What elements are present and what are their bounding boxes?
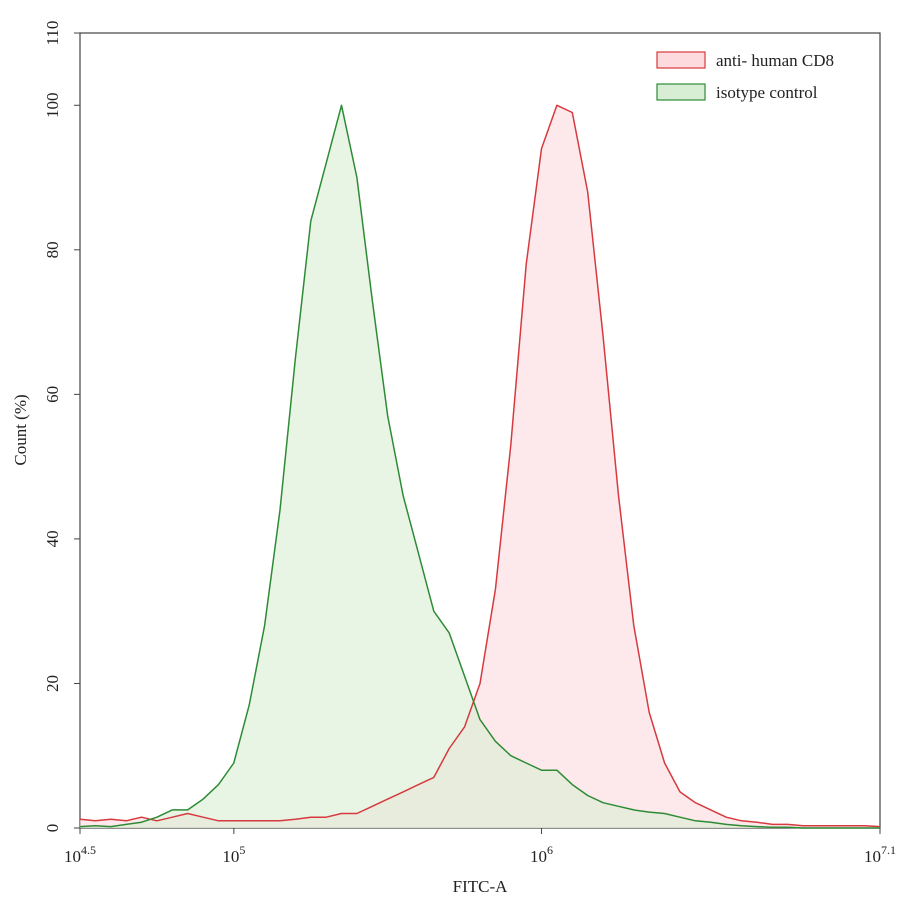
legend-label: isotype control xyxy=(716,83,818,102)
y-tick-label: 110 xyxy=(43,21,62,46)
x-tick-label: 105 xyxy=(222,843,245,866)
y-tick-label: 20 xyxy=(43,675,62,692)
y-tick-label: 100 xyxy=(43,93,62,119)
y-tick-label: 60 xyxy=(43,386,62,403)
legend-swatch xyxy=(656,83,706,101)
y-tick-label: 80 xyxy=(43,241,62,258)
x-tick-label: 104.5 xyxy=(64,843,96,866)
x-tick-label: 106 xyxy=(530,843,553,866)
series-line xyxy=(79,104,880,829)
y-tick-label: 40 xyxy=(43,530,62,547)
x-tick-label: 107.1 xyxy=(864,843,896,866)
series-line xyxy=(79,104,881,828)
y-tick-label: 0 xyxy=(43,824,62,833)
legend-swatch xyxy=(656,51,706,69)
legend-label: anti- human CD8 xyxy=(716,51,834,70)
x-axis-label: FITC-A xyxy=(453,877,509,896)
area-fill xyxy=(80,105,880,829)
y-axis-label: Count (%) xyxy=(11,394,30,465)
